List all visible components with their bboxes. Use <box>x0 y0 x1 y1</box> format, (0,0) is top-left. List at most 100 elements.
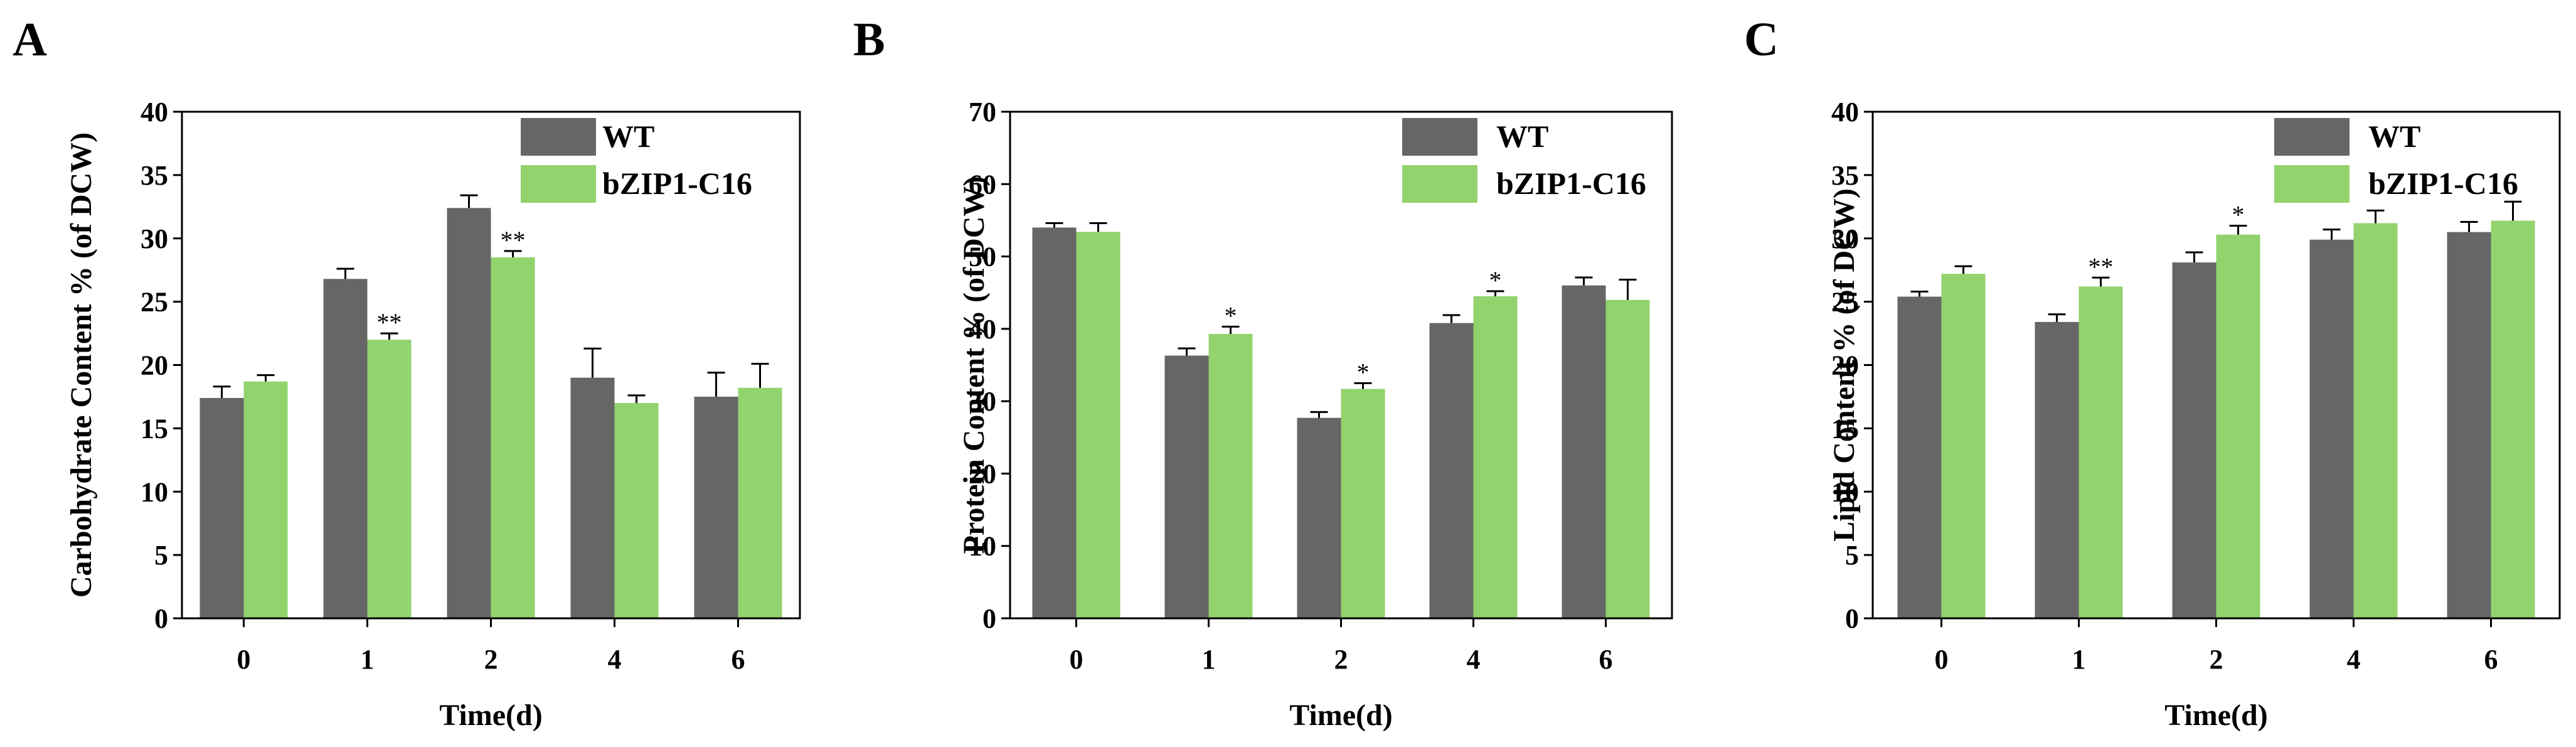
significance-mark: * <box>1357 358 1370 386</box>
bar-bzip1-c16-day-6 <box>738 387 782 618</box>
legend: WT bZIP1-C16 <box>521 118 752 203</box>
legend-label: WT <box>1496 119 1548 154</box>
x-tick-label: 2 <box>484 644 498 675</box>
panel-letter: A <box>13 13 47 66</box>
x-axis-title: Time(d) <box>439 699 542 732</box>
chart-panel-c: C 0 ** 1 * 2 4 6 0 5 10 15 20 25 30 35 40 Time(d) Lipid Co… <box>1744 13 2561 732</box>
x-tick-label: 2 <box>2210 644 2223 675</box>
y-axis-title: Protein Content % (of DCW) <box>957 176 991 554</box>
x-tick-label: 1 <box>361 644 375 675</box>
y-tick-label: 40 <box>1831 97 1859 127</box>
y-tick-label: 20 <box>141 350 168 381</box>
bar-bzip1-c16-day-4 <box>614 403 659 618</box>
bar-wt-day-1 <box>1164 355 1209 618</box>
plot-frame <box>1009 110 1673 620</box>
bar-bzip1-c16-day-1 <box>367 340 412 618</box>
y-tick-label: 60 <box>969 169 996 200</box>
bar-wt-day-6 <box>2447 232 2491 619</box>
bar-wt-day-0 <box>200 397 244 618</box>
y-axis-title: Lipid Content % (of DCW) <box>1828 188 1861 542</box>
bar-bzip1-c16-day-2 <box>1341 389 1385 618</box>
bar-bzip1-c16-day-1 <box>1208 333 1253 618</box>
bar-wt-day-0 <box>1032 227 1077 618</box>
y-tick-label: 10 <box>141 476 168 507</box>
y-tick-label: 35 <box>1831 160 1859 191</box>
y-tick-label: 5 <box>154 540 168 571</box>
significance-mark: * <box>1489 266 1502 294</box>
panel-letter: B <box>853 13 885 66</box>
bar-wt-day-1 <box>323 279 368 618</box>
bar-wt-day-1 <box>2035 321 2079 618</box>
y-tick-label: 40 <box>969 314 996 345</box>
bar-bzip1-c16-day-4 <box>2353 223 2398 618</box>
x-tick-label: 6 <box>732 644 745 675</box>
y-tick-label: 30 <box>969 386 996 417</box>
bar-bzip1-c16-day-0 <box>1941 274 1986 618</box>
bar-bzip1-c16-day-1 <box>2078 286 2123 618</box>
plot-frame <box>1871 110 2561 620</box>
legend-label: bZIP1-C16 <box>602 166 752 201</box>
significance-mark: * <box>1225 301 1237 330</box>
y-tick-label: 0 <box>154 603 168 634</box>
x-tick-label: 1 <box>1202 644 1216 675</box>
y-tick-label: 20 <box>1831 350 1859 381</box>
legend-label: bZIP1-C16 <box>2368 166 2518 201</box>
legend: WT bZIP1-C16 <box>2274 118 2518 203</box>
y-tick-label: 50 <box>969 242 996 272</box>
x-tick-label: 1 <box>2072 644 2086 675</box>
x-tick-label: 4 <box>608 644 622 675</box>
y-tick-label: 30 <box>1831 223 1859 254</box>
y-tick-label: 35 <box>141 160 168 191</box>
y-tick-label: 10 <box>1831 476 1859 507</box>
bar-wt-day-6 <box>1562 285 1606 619</box>
bar-wt-day-2 <box>447 208 491 619</box>
significance-mark: * <box>2232 201 2245 229</box>
plot-frame <box>181 110 801 620</box>
bar-wt-day-2 <box>1297 417 1341 618</box>
y-tick-label: 40 <box>141 97 168 127</box>
bar-bzip1-c16-day-4 <box>1473 296 1518 618</box>
y-tick-label: 70 <box>969 97 996 127</box>
legend-swatch-wt <box>1402 118 1477 156</box>
legend-label: WT <box>602 119 654 154</box>
x-tick-label: 2 <box>1334 644 1348 675</box>
y-tick-label: 25 <box>1831 287 1859 318</box>
x-tick-label: 4 <box>1467 644 1481 675</box>
x-tick-label: 0 <box>1935 644 1949 675</box>
x-axis-title: Time(d) <box>1289 699 1392 732</box>
y-tick-label: 5 <box>1845 540 1859 571</box>
panel-letter: C <box>1744 13 1779 66</box>
bar-bzip1-c16-day-0 <box>1076 232 1120 619</box>
y-tick-label: 0 <box>982 603 996 634</box>
x-tick-label: 4 <box>2347 644 2361 675</box>
bar-wt-day-0 <box>1897 296 1942 618</box>
y-tick-label: 15 <box>1831 413 1859 444</box>
legend-label: WT <box>2368 119 2420 154</box>
legend-swatch-wt <box>2274 118 2350 156</box>
bar-wt-day-2 <box>2172 262 2217 618</box>
y-tick-label: 20 <box>969 458 996 489</box>
x-tick-label: 0 <box>1070 644 1083 675</box>
y-axis-title: Carbohydrate Content % (of DCW) <box>65 132 98 598</box>
legend: WT bZIP1-C16 <box>1402 118 1646 203</box>
significance-mark: ** <box>501 226 526 254</box>
legend-swatch-wt <box>521 118 596 156</box>
y-tick-label: 15 <box>141 413 168 444</box>
x-tick-label: 0 <box>237 644 251 675</box>
bar-wt-day-4 <box>2309 239 2354 619</box>
y-tick-label: 30 <box>141 223 168 254</box>
legend-swatch-bzip1-c16 <box>2274 165 2350 203</box>
chart-panel-a: A 0 ** 1 ** 2 4 6 0 5 10 15 20 25 30 35 40 Time(d) Carbohy… <box>13 13 801 732</box>
significance-mark: ** <box>377 308 402 336</box>
y-tick-label: 25 <box>141 287 168 318</box>
y-tick-label: 10 <box>969 531 996 562</box>
x-tick-label: 6 <box>1599 644 1613 675</box>
bar-bzip1-c16-day-2 <box>2216 234 2260 618</box>
bar-wt-day-4 <box>1429 323 1474 618</box>
x-tick-label: 6 <box>2484 644 2498 675</box>
legend-swatch-bzip1-c16 <box>521 165 596 203</box>
bar-wt-day-4 <box>570 377 615 618</box>
bar-bzip1-c16-day-0 <box>243 381 288 618</box>
